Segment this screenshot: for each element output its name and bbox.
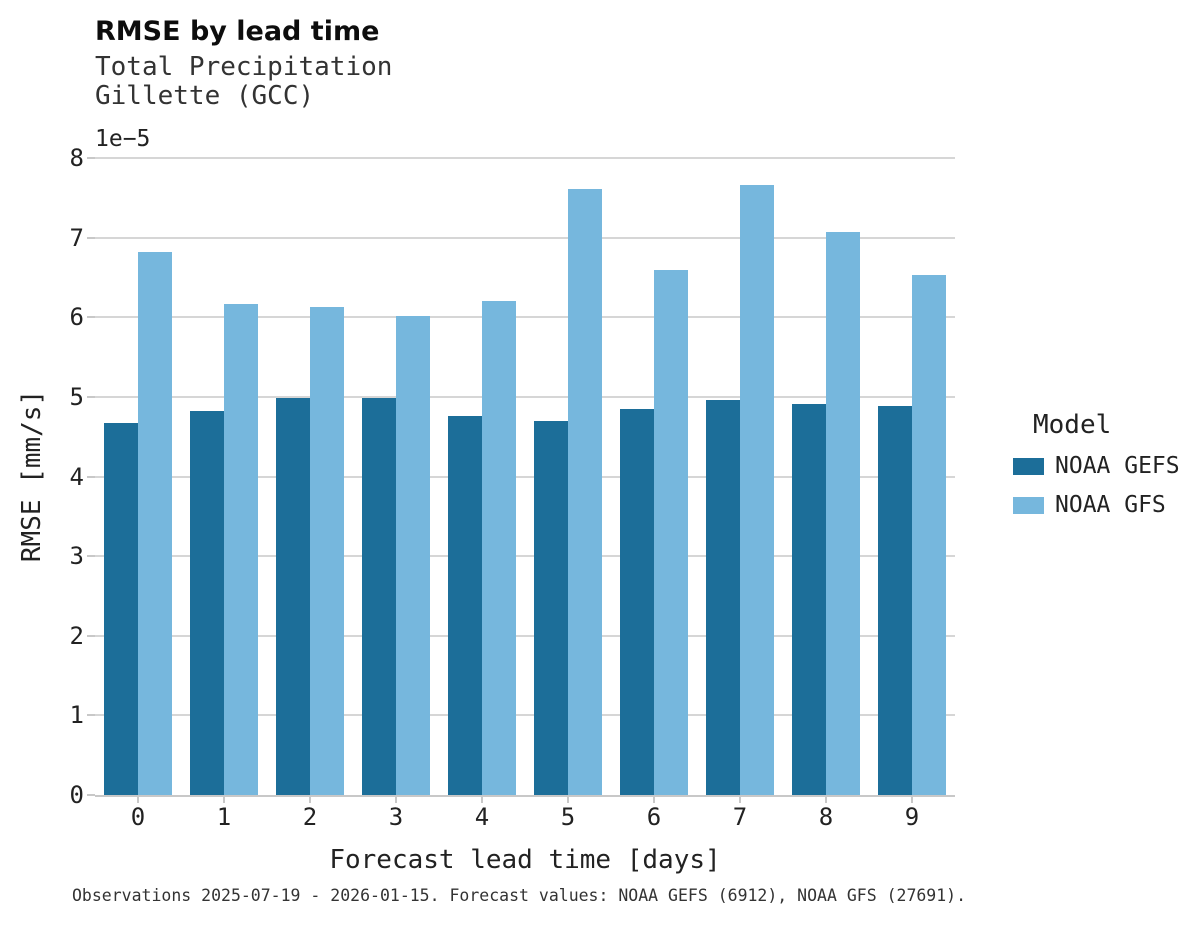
y-axis-offset-label: 1e−5	[95, 126, 151, 152]
bar-noaa-gefs-lead-3	[361, 398, 396, 795]
bar-noaa-gfs-lead-5	[568, 189, 603, 795]
page-title: RMSE by lead time	[95, 16, 380, 47]
y-tick-label: 0	[69, 781, 84, 809]
x-tick-label: 9	[904, 803, 920, 831]
x-tick-mark	[481, 795, 483, 803]
bar-noaa-gfs-lead-7	[740, 185, 775, 795]
x-tick-labels: 0 1 2 3 4 5 6 7 8 9	[95, 803, 955, 833]
y-tick-mark	[87, 714, 95, 717]
bar-noaa-gfs-lead-0	[138, 251, 173, 795]
gridline	[95, 634, 955, 637]
bar-noaa-gefs-lead-2	[275, 397, 310, 795]
x-tick-mark	[653, 795, 655, 803]
legend: Model NOAA GEFS NOAA GFS	[1013, 410, 1180, 518]
gridline	[95, 714, 955, 717]
legend-entry-noaa-gefs: NOAA GEFS	[1013, 453, 1180, 479]
legend-title: Model	[1033, 410, 1112, 440]
x-tick-mark	[825, 795, 827, 803]
x-tick-label: 6	[646, 803, 662, 831]
legend-swatch-noaa-gefs	[1013, 457, 1044, 475]
gridline	[95, 395, 955, 398]
y-tick-mark	[87, 634, 95, 637]
bar-noaa-gefs-lead-4	[447, 416, 482, 795]
bar-noaa-gfs-lead-8	[826, 232, 861, 795]
x-axis-title: Forecast lead time [days]	[329, 845, 721, 875]
bar-noaa-gfs-lead-3	[396, 316, 431, 795]
x-tick-mark	[911, 795, 913, 803]
x-tick-mark	[739, 795, 741, 803]
x-tick-label: 3	[388, 803, 404, 831]
x-tick-label: 0	[130, 803, 146, 831]
bar-noaa-gfs-lead-9	[912, 275, 947, 795]
x-tick-mark	[567, 795, 569, 803]
y-tick-label: 3	[69, 542, 84, 571]
bar-noaa-gefs-lead-6	[619, 408, 654, 795]
legend-entry-noaa-gfs: NOAA GFS	[1013, 492, 1180, 518]
gridline	[95, 157, 955, 159]
bar-noaa-gefs-lead-9	[877, 406, 912, 795]
gridline	[95, 236, 955, 239]
bar-noaa-gfs-lead-2	[310, 306, 345, 795]
gridline	[95, 316, 955, 319]
x-tick-mark	[309, 795, 311, 803]
gridline	[95, 555, 955, 558]
y-tick-label: 4	[69, 462, 84, 491]
y-tick-label: 1	[69, 701, 84, 730]
y-tick-label: 2	[69, 621, 84, 650]
legend-label-noaa-gefs: NOAA GEFS	[1055, 453, 1180, 479]
x-tick-label: 1	[216, 803, 232, 831]
y-tick-mark	[87, 395, 95, 398]
y-tick-mark	[87, 236, 95, 239]
x-tick-label: 2	[302, 803, 318, 831]
bar-noaa-gefs-lead-7	[705, 400, 740, 795]
x-tick-mark	[137, 795, 139, 803]
y-tick-mark	[87, 555, 95, 558]
y-tick-labels: 0 1 2 3 4 5 6 7 8	[0, 144, 84, 809]
x-tick-mark	[223, 795, 225, 803]
gridline	[95, 475, 955, 478]
bar-noaa-gfs-lead-6	[654, 270, 689, 795]
x-tick-label: 5	[560, 803, 576, 831]
y-tick-label: 5	[69, 382, 84, 411]
x-tick-label: 7	[732, 803, 748, 831]
x-tick-label: 8	[818, 803, 834, 831]
x-tick-mark	[395, 795, 397, 803]
bar-noaa-gefs-lead-1	[189, 411, 224, 795]
subtitle-line-1: Total Precipitation	[95, 52, 393, 82]
x-tick-label: 4	[474, 803, 490, 831]
subtitle-line-2: Gillette (GCC)	[95, 81, 315, 111]
legend-swatch-noaa-gfs	[1013, 496, 1044, 514]
bar-noaa-gefs-lead-5	[533, 420, 568, 795]
y-tick-label: 8	[69, 144, 84, 172]
y-tick-mark	[87, 794, 95, 796]
bar-noaa-gefs-lead-8	[791, 404, 826, 795]
legend-label-noaa-gfs: NOAA GFS	[1055, 492, 1166, 518]
plot-area	[87, 157, 955, 803]
caption: Observations 2025-07-19 - 2026-01-15. Fo…	[72, 886, 967, 905]
y-tick-label: 7	[69, 223, 84, 252]
y-tick-mark	[87, 475, 95, 478]
y-tick-label: 6	[69, 303, 84, 332]
y-tick-mark	[87, 157, 95, 159]
y-tick-mark	[87, 316, 95, 319]
bar-noaa-gefs-lead-0	[103, 423, 138, 795]
bar-noaa-gfs-lead-1	[224, 303, 259, 795]
bar-noaa-gfs-lead-4	[482, 300, 517, 795]
